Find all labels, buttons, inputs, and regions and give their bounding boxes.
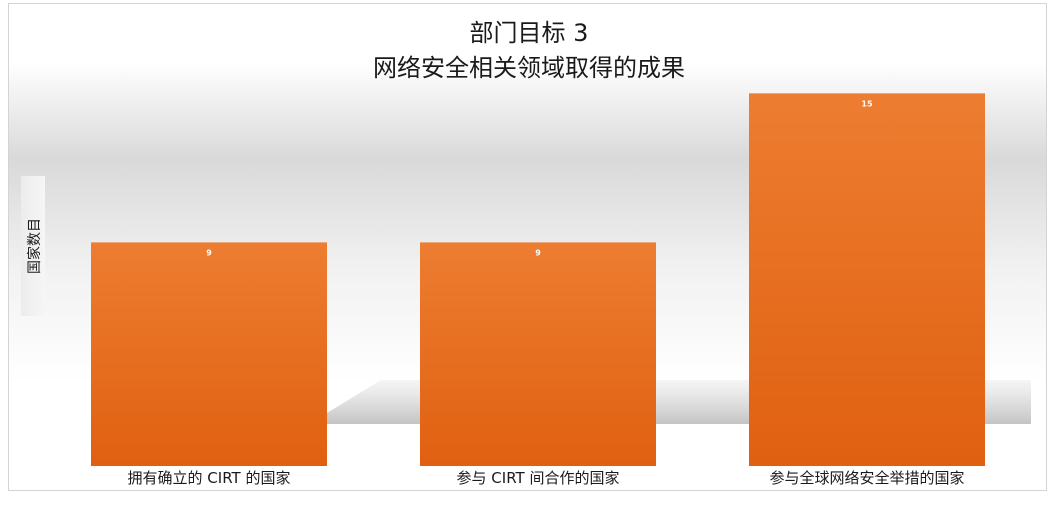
category-label-bg-2: [416, 466, 660, 488]
data-label-1: 9: [206, 248, 212, 257]
chart-area: 部门目标 3 网络安全相关领域取得的成果 国家数目 9 9 15 拥有确立的 CIR…: [8, 3, 1047, 491]
category-labels: 拥有确立的 CIRT 的国家 参与 CIRT 间合作的国家 参与全球网络安全举措的国…: [87, 466, 989, 488]
category-label-2: 参与 CIRT 间合作的国家: [457, 469, 620, 487]
bar-2: [420, 242, 656, 466]
category-label-bg-1: [87, 466, 331, 488]
data-label-3: 15: [861, 99, 873, 108]
category-label-1: 拥有确立的 CIRT 的国家: [128, 469, 291, 487]
bar-1: [91, 242, 327, 466]
category-label-bg-3: [745, 466, 989, 488]
y-axis-label: 国家数目: [26, 218, 43, 274]
data-labels: 9 9 15: [206, 99, 873, 257]
bar-3: [749, 93, 985, 466]
data-label-2: 9: [535, 248, 541, 257]
bars: [91, 93, 985, 466]
chart-title: 部门目标 3: [470, 19, 589, 47]
bar-chart: 部门目标 3 网络安全相关领域取得的成果 国家数目 9 9 15 拥有确立的 CIR…: [21, 19, 1031, 488]
category-label-3: 参与全球网络安全举措的国家: [769, 469, 964, 487]
chart-subtitle: 网络安全相关领域取得的成果: [373, 54, 685, 82]
y-axis-label-bg: [21, 176, 45, 316]
